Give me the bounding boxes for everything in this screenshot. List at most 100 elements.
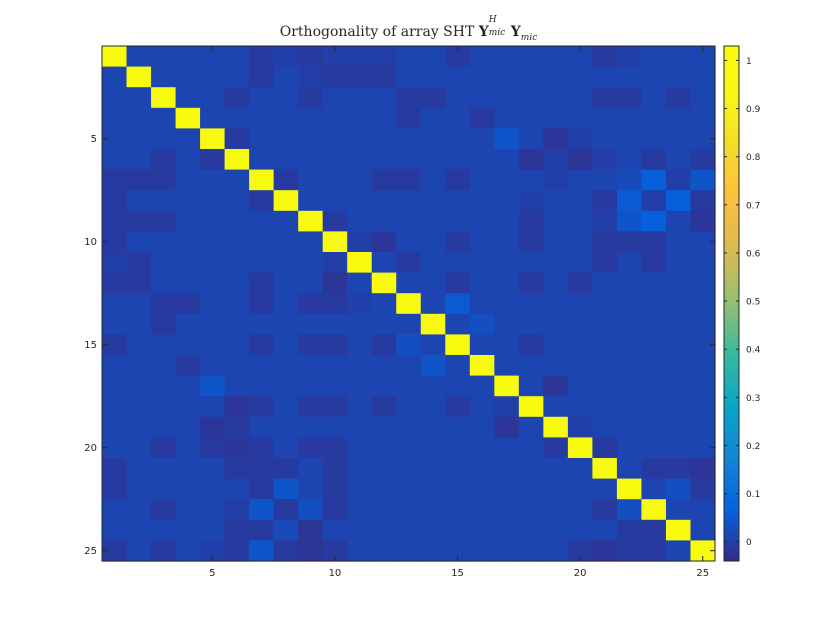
heatmap-cell-r4-c10 [322, 107, 348, 129]
heatmap-cell-r11-c25 [690, 252, 716, 274]
heatmap-cell-r7-c2 [126, 169, 152, 191]
heatmap-cell-r5-c6 [224, 128, 250, 150]
heatmap-cell-r22-c19 [543, 478, 569, 500]
heatmap-cell-r23-c3 [151, 499, 177, 521]
heatmap-cell-r24-c6 [224, 519, 250, 541]
heatmap-cell-r11-c18 [518, 252, 544, 274]
heatmap-cell-r18-c18 [518, 396, 544, 418]
heatmap-cell-r5-c2 [126, 128, 152, 150]
heatmap-cell-r15-c2 [126, 334, 152, 356]
heatmap-cell-r9-c13 [396, 210, 422, 232]
heatmap-cell-r2-c23 [641, 66, 667, 88]
heatmap-cell-r22-c25 [690, 478, 716, 500]
heatmap-cell-r11-c14 [420, 252, 446, 274]
heatmap-cell-r2-c9 [298, 66, 324, 88]
x-tick-label-20: 20 [574, 568, 587, 579]
heatmap-cell-r23-c12 [371, 499, 397, 521]
heatmap-cell-r2-c25 [690, 66, 716, 88]
heatmap-cell-r15-c9 [298, 334, 324, 356]
x-tick-label-25: 25 [696, 568, 709, 579]
heatmap-cell-r25-c22 [616, 540, 643, 562]
heatmap-cell-r15-c1 [102, 334, 128, 356]
heatmap-cell-r16-c23 [641, 355, 667, 377]
heatmap-cell-r20-c19 [543, 437, 569, 459]
heatmap-cell-r19-c20 [567, 416, 593, 438]
heatmap-cell-r17-c13 [396, 375, 422, 397]
heatmap-cell-r5-c9 [298, 128, 324, 150]
heatmap-cell-r12-c8 [273, 272, 299, 294]
heatmap-cell-r6-c18 [518, 149, 544, 171]
heatmap-cell-r8-c20 [567, 190, 593, 212]
heatmap-cell-r9-c24 [665, 210, 692, 232]
heatmap-cell-r14-c10 [322, 313, 348, 335]
heatmap-cell-r7-c8 [273, 169, 299, 191]
heatmap-cell-r9-c23 [641, 210, 667, 232]
heatmap-cell-r9-c3 [151, 210, 177, 232]
heatmap-cell-r8-c24 [665, 190, 692, 212]
heatmap-cell-r3-c4 [175, 87, 201, 109]
heatmap-cell-r18-c16 [469, 396, 495, 418]
heatmap-cell-r1-c2 [126, 46, 152, 68]
heatmap-cell-r9-c17 [494, 210, 520, 232]
heatmap-cell-r21-c5 [200, 458, 226, 480]
heatmap-cell-r23-c19 [543, 499, 569, 521]
heatmap-cell-r3-c7 [249, 87, 275, 109]
heatmap-cell-r1-c22 [616, 46, 643, 68]
heatmap-cell-r23-c24 [665, 499, 692, 521]
heatmap-cell-r8-c4 [175, 190, 201, 212]
heatmap-cell-r18-c10 [322, 396, 348, 418]
heatmap-cell-r13-c25 [690, 293, 716, 315]
heatmap-cell-r21-c12 [371, 458, 397, 480]
heatmap-cell-r16-c24 [665, 355, 692, 377]
heatmap-cell-r5-c24 [665, 128, 692, 150]
heatmap-cell-r10-c12 [371, 231, 397, 253]
heatmap-cell-r21-c6 [224, 458, 250, 480]
heatmap-cell-r16-c18 [518, 355, 544, 377]
heatmap-cell-r6-c20 [567, 149, 593, 171]
heatmap-cell-r25-c12 [371, 540, 397, 562]
heatmap-cell-r8-c3 [151, 190, 177, 212]
heatmap-cell-r13-c9 [298, 293, 324, 315]
heatmap-cell-r1-c9 [298, 46, 324, 68]
heatmap-cell-r13-c13 [396, 293, 422, 315]
heatmap-cell-r2-c21 [592, 66, 618, 88]
heatmap-cell-r14-c14 [420, 313, 446, 335]
heatmap-cell-r3-c1 [102, 87, 128, 109]
y-tick-label-25: 25 [84, 546, 97, 557]
heatmap-cell-r6-c3 [151, 149, 177, 171]
heatmap-cell-r8-c8 [273, 190, 299, 212]
heatmap-cell-r2-c10 [322, 66, 348, 88]
heatmap-cell-r14-c25 [690, 313, 716, 335]
heatmap-cell-r1-c16 [469, 46, 495, 68]
x-tick-label-10: 10 [329, 568, 342, 579]
heatmap-cell-r13-c10 [322, 293, 348, 315]
heatmap-cell-r8-c22 [616, 190, 643, 212]
heatmap-cell-r11-c6 [224, 252, 250, 274]
heatmap-cell-r22-c11 [347, 478, 373, 500]
heatmap-cell-r21-c7 [249, 458, 275, 480]
heatmap-cell-r5-c15 [445, 128, 471, 150]
heatmap-cell-r8-c25 [690, 190, 716, 212]
heatmap-cell-r15-c8 [273, 334, 299, 356]
heatmap-cell-r16-c12 [371, 355, 397, 377]
heatmap-cell-r25-c6 [224, 540, 250, 562]
heatmap-cell-r18-c11 [347, 396, 373, 418]
heatmap-cell-r6-c15 [445, 149, 471, 171]
heatmap-cell-r22-c23 [641, 478, 667, 500]
heatmap-cell-r1-c3 [151, 46, 177, 68]
heatmap-cell-r20-c14 [420, 437, 446, 459]
heatmap-cell-r14-c16 [469, 313, 495, 335]
heatmap-cell-r6-c11 [347, 149, 373, 171]
colorbar-tick-label-0: 0 [746, 538, 752, 548]
heatmap-cell-r21-c16 [469, 458, 495, 480]
heatmap-cell-r20-c6 [224, 437, 250, 459]
heatmap-cell-r2-c22 [616, 66, 643, 88]
heatmap-cell-r13-c17 [494, 293, 520, 315]
heatmap-cell-r19-c16 [469, 416, 495, 438]
heatmap-cell-r23-c5 [200, 499, 226, 521]
heatmap-cell-r3-c25 [690, 87, 716, 109]
heatmap-cell-r25-c24 [665, 540, 692, 562]
heatmap-cell-r4-c13 [396, 107, 422, 129]
heatmap-cell-r16-c4 [175, 355, 201, 377]
heatmap-cell-r6-c9 [298, 149, 324, 171]
